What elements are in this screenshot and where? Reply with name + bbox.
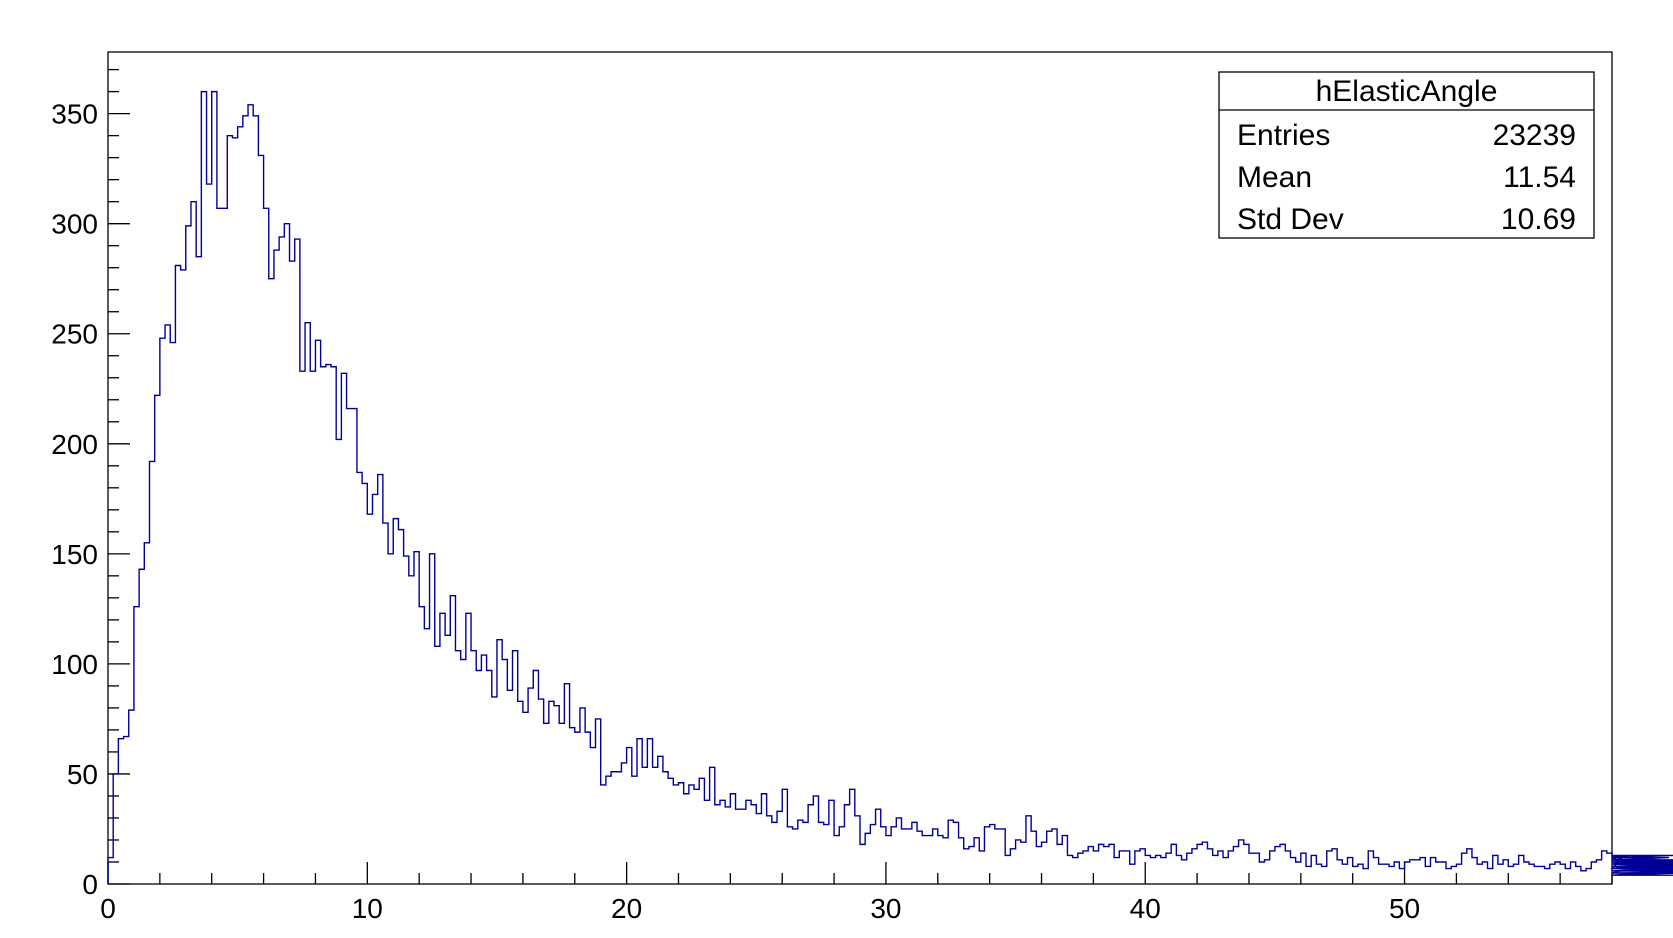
x-tick-label: 50 bbox=[1389, 893, 1420, 924]
stats-entries-label: Entries bbox=[1237, 119, 1330, 152]
x-tick-label: 10 bbox=[352, 893, 383, 924]
stats-stddev-label: Std Dev bbox=[1237, 203, 1344, 236]
stats-mean-value: 11.54 bbox=[1503, 161, 1576, 194]
x-tick-label: 40 bbox=[1130, 893, 1161, 924]
stats-title: hElasticAngle bbox=[1316, 75, 1498, 108]
stats-entries-value: 23239 bbox=[1493, 119, 1576, 152]
histogram-line bbox=[107, 90, 1673, 884]
y-tick-label: 100 bbox=[51, 649, 98, 680]
y-tick-label: 250 bbox=[51, 319, 98, 350]
y-tick-label: 200 bbox=[51, 429, 98, 460]
y-tick-label: 0 bbox=[82, 869, 98, 900]
stats-mean-label: Mean bbox=[1237, 161, 1312, 194]
y-tick-label: 150 bbox=[51, 539, 98, 570]
y-tick-label: 350 bbox=[51, 99, 98, 130]
stats-box: hElasticAngle Entries 23239 Mean 11.54 S… bbox=[1218, 71, 1595, 239]
x-tick-label: 20 bbox=[611, 893, 642, 924]
x-tick-label: 0 bbox=[100, 893, 116, 924]
stats-stddev-value: 10.69 bbox=[1501, 203, 1576, 236]
y-tick-label: 50 bbox=[67, 759, 98, 790]
plot-frame bbox=[107, 51, 1613, 885]
x-tick-label: 30 bbox=[870, 893, 901, 924]
y-tick-label: 300 bbox=[51, 209, 98, 240]
